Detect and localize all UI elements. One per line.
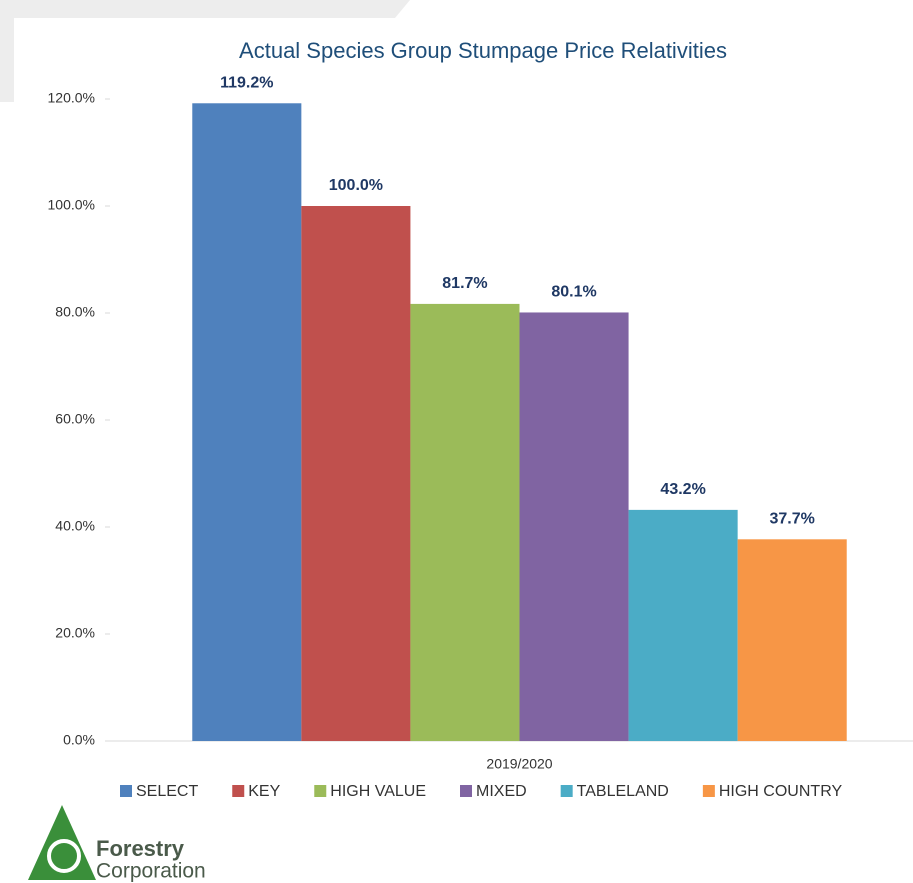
legend-label: SELECT xyxy=(136,783,198,800)
logo: Forestry Corporation xyxy=(28,805,206,883)
legend-swatch xyxy=(120,785,132,797)
x-tick-label: 2019/2020 xyxy=(486,756,552,772)
value-label: 80.1% xyxy=(551,284,596,301)
legend-label: HIGH VALUE xyxy=(330,783,426,800)
bar xyxy=(519,312,629,741)
y-tick-label: 100.0% xyxy=(48,197,95,213)
value-label: 43.2% xyxy=(660,481,705,498)
y-tick-label: 40.0% xyxy=(55,518,95,534)
legend-swatch xyxy=(314,785,327,797)
legend-label: MIXED xyxy=(476,783,527,800)
bar xyxy=(737,539,847,741)
slide-decoration xyxy=(0,0,410,102)
legend-label: HIGH COUNTRY xyxy=(719,783,843,800)
y-tick-label: 0.0% xyxy=(63,732,95,748)
legend-swatch xyxy=(702,785,715,797)
legend-swatch xyxy=(460,785,472,797)
logo-text: Corporation xyxy=(96,860,206,883)
value-label: 37.7% xyxy=(769,511,814,528)
value-label: 119.2% xyxy=(220,74,273,91)
logo-text: Forestry xyxy=(96,836,185,861)
bar xyxy=(628,509,738,741)
bar xyxy=(301,206,411,741)
chart-title: Actual Species Group Stumpage Price Rela… xyxy=(239,38,727,63)
y-tick-label: 120.0% xyxy=(48,90,95,106)
value-label: 100.0% xyxy=(329,177,383,194)
value-label: 81.7% xyxy=(442,275,487,292)
legend-label: KEY xyxy=(248,783,280,800)
logo-swirl xyxy=(47,839,81,873)
y-tick-label: 80.0% xyxy=(55,304,95,320)
y-tick-label: 20.0% xyxy=(55,625,95,641)
legend-swatch xyxy=(232,785,245,797)
y-tick-label: 60.0% xyxy=(55,411,95,427)
legend-swatch xyxy=(560,785,573,797)
bar xyxy=(410,303,520,741)
bar xyxy=(192,103,302,741)
legend-label: TABLELAND xyxy=(577,783,669,800)
